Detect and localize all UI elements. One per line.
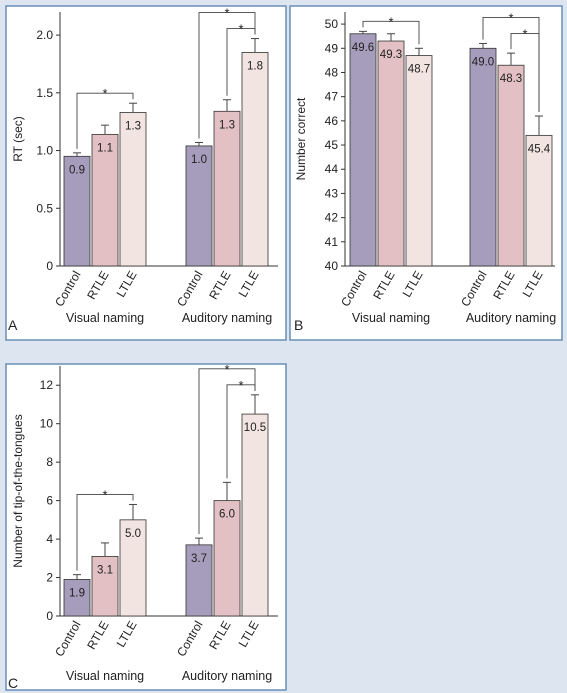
significance-bracket <box>76 494 134 571</box>
y-tick-label: 43 <box>325 186 339 200</box>
bar-ltle <box>241 52 269 267</box>
bar-rtle <box>213 110 241 267</box>
y-tick-label: 10 <box>40 417 54 431</box>
bar-control <box>469 47 497 267</box>
panel-c: 0 2 4 6 8 10 12 Number of tip-of-the-tongues C 1.… <box>5 362 287 691</box>
significance-bracket <box>76 92 134 149</box>
y-tick-label: 46 <box>325 114 339 128</box>
y-tick-label: 6 <box>46 494 53 508</box>
significance-star: * <box>102 86 107 101</box>
significance-bracket <box>226 28 256 96</box>
data-label: 1.8 <box>247 60 263 72</box>
panel-a: 00.51.01.52.0RT (sec)A0.9Control1.1RTLE1… <box>5 5 287 341</box>
group-label: Visual naming <box>66 311 144 325</box>
y-tick-label: 48 <box>325 65 339 79</box>
data-label: 1.3 <box>125 120 141 132</box>
data-label: 48.3 <box>500 73 522 85</box>
y-tick-label: 4 <box>46 532 53 546</box>
y-tick-label: 50 <box>325 17 339 31</box>
y-axis-title: RT (sec) <box>11 116 25 162</box>
significance-star: * <box>102 487 107 502</box>
data-label: 5.0 <box>125 528 141 540</box>
group-label: Auditory naming <box>182 669 272 683</box>
significance-bracket <box>198 368 256 535</box>
bar-rtle <box>377 40 405 267</box>
group-label: Auditory naming <box>466 311 556 325</box>
significance-star: * <box>508 10 513 25</box>
significance-bracket <box>226 384 256 479</box>
bar-control <box>63 155 91 267</box>
bar-ltle <box>119 112 147 267</box>
panel-letter: C <box>8 675 18 691</box>
data-label: 10.5 <box>244 422 266 434</box>
bar-ltle <box>405 55 433 267</box>
bar-control <box>349 33 377 267</box>
y-tick-label: 42 <box>325 211 339 225</box>
data-label: 1.1 <box>97 142 113 154</box>
data-label: 1.9 <box>69 587 85 599</box>
y-tick-label: 44 <box>325 162 339 176</box>
y-tick-label: 2 <box>46 571 53 585</box>
group-label: Visual naming <box>352 311 430 325</box>
significance-star: * <box>238 22 243 37</box>
data-label: 45.4 <box>528 143 551 155</box>
panel-letter: A <box>8 317 18 333</box>
y-tick-label: 47 <box>325 90 339 104</box>
y-tick-label: 1.0 <box>36 144 53 158</box>
panel-letter: B <box>294 317 303 333</box>
y-axis-title: Number of tip-of-the-tongues <box>11 414 25 567</box>
significance-star: * <box>238 378 243 393</box>
y-axis-title: Number correct <box>294 97 308 180</box>
data-label: 49.6 <box>352 42 374 54</box>
y-tick-label: 0 <box>46 259 53 273</box>
y-tick-label: 45 <box>325 138 339 152</box>
y-tick-label: 41 <box>325 235 339 249</box>
bar-rtle <box>213 500 241 617</box>
y-tick-label: 0 <box>46 609 53 623</box>
group-label: Auditory naming <box>182 311 272 325</box>
data-label: 0.9 <box>69 164 85 176</box>
data-label: 49.0 <box>472 56 494 68</box>
significance-star: * <box>522 26 527 41</box>
significance-star: * <box>224 362 229 377</box>
significance-bracket <box>362 20 420 45</box>
bar-rtle <box>497 64 525 267</box>
y-tick-label: 2.0 <box>36 28 53 42</box>
y-tick-label: 8 <box>46 455 53 469</box>
y-tick-label: 0.5 <box>36 201 53 215</box>
group-label: Visual naming <box>66 669 144 683</box>
significance-bracket <box>510 32 540 113</box>
panel-b: 40 41 42 43 44 45 46 47 48 49 50 Number correct B 49.… <box>289 5 563 341</box>
data-label: 1.3 <box>219 119 235 131</box>
data-label: 3.7 <box>191 553 207 565</box>
significance-star: * <box>224 6 229 21</box>
bar-ltle <box>241 413 269 617</box>
data-label: 49.3 <box>380 49 402 61</box>
significance-star: * <box>388 14 393 29</box>
data-label: 3.1 <box>97 564 113 576</box>
significance-bracket <box>198 12 256 139</box>
bar-control <box>185 145 213 267</box>
y-tick-label: 40 <box>325 259 339 273</box>
y-tick-label: 49 <box>325 41 339 55</box>
data-label: 6.0 <box>219 509 235 521</box>
y-tick-label: 1.5 <box>36 86 53 100</box>
data-label: 48.7 <box>408 64 430 76</box>
y-tick-label: 12 <box>40 378 54 392</box>
data-label: 1.0 <box>191 154 207 166</box>
